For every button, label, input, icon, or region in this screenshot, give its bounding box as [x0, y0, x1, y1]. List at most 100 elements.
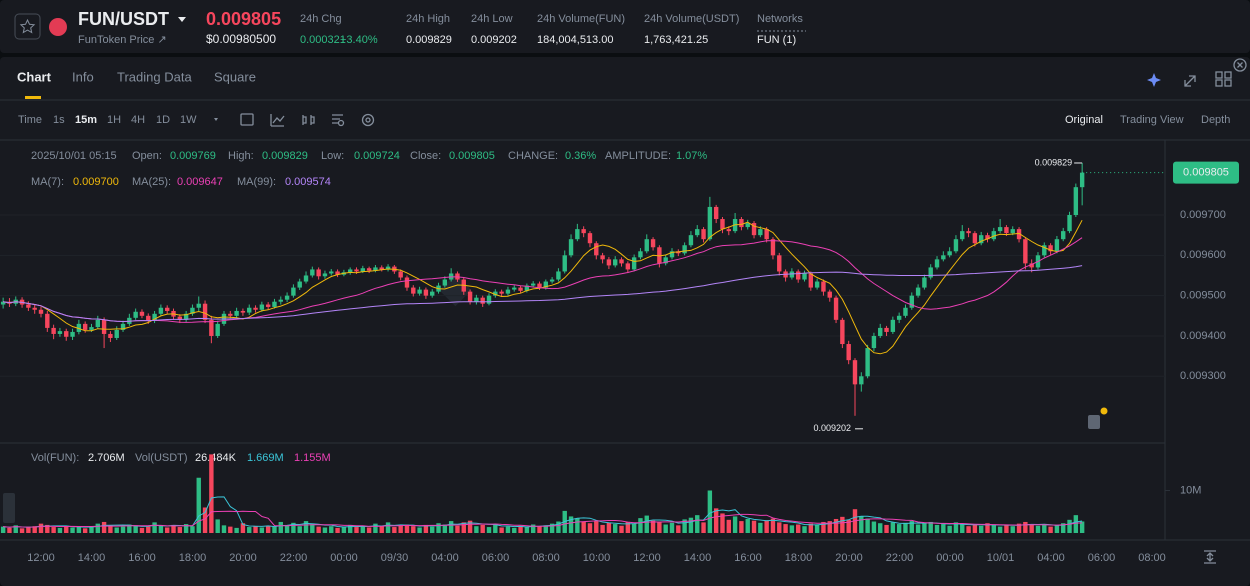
volume-bar	[335, 527, 340, 533]
volume-bar	[802, 526, 807, 533]
volume-bar	[625, 521, 631, 533]
x-tick-label: 20:00	[835, 552, 863, 564]
view-option[interactable]: Depth	[1201, 114, 1230, 126]
chart-panel	[0, 57, 1250, 586]
volume-bar	[310, 524, 315, 533]
high-annotation: 0.009829	[1035, 157, 1073, 167]
candle-body	[291, 287, 296, 296]
interval[interactable]: 4H	[131, 114, 145, 126]
candle-body	[606, 259, 612, 266]
volume-bar	[474, 526, 479, 533]
candle-body	[253, 307, 258, 310]
x-tick-label: 14:00	[684, 552, 712, 564]
candle-body	[991, 231, 997, 240]
stat-label: 24h Low	[471, 13, 513, 25]
info-value: 0.36%	[565, 150, 596, 162]
interval[interactable]: 1W	[180, 114, 197, 126]
view-option[interactable]: Trading View	[1120, 114, 1184, 126]
candle-body	[82, 323, 88, 330]
candle-body	[953, 239, 959, 252]
last-price-tag	[1173, 161, 1239, 184]
symbol[interactable]: FUN/USDT	[78, 9, 169, 29]
volume-bar	[663, 524, 668, 533]
candle-body	[808, 273, 814, 288]
candle-body	[499, 291, 504, 294]
volume-value: 26.484K	[195, 452, 237, 464]
toolbar-icons[interactable]	[240, 58, 1247, 564]
candle-body	[941, 255, 946, 260]
candle-body	[278, 299, 283, 302]
interval-dropdown[interactable]	[214, 118, 218, 121]
candle-body	[215, 323, 220, 336]
x-tick-label: 16:00	[734, 552, 762, 564]
stat-value: 0.009202	[471, 34, 517, 46]
event-icon[interactable]	[1088, 415, 1100, 429]
volume-bar	[347, 524, 353, 533]
volume-bar	[448, 521, 454, 533]
candle-body	[32, 307, 37, 310]
volume-bar	[846, 519, 851, 533]
interval[interactable]: 1H	[107, 114, 121, 126]
ai-icon[interactable]	[1147, 73, 1161, 87]
volume-bar	[985, 523, 990, 533]
volume-bar	[859, 516, 864, 533]
tab[interactable]: Square	[214, 69, 256, 84]
candle-body	[852, 360, 858, 385]
volume-bar	[1010, 526, 1015, 533]
candle-body	[758, 229, 763, 236]
tab[interactable]: Info	[72, 69, 94, 84]
candle-body	[537, 283, 542, 288]
volume-bar	[57, 527, 63, 533]
stat-label: 24h Chg	[300, 13, 342, 25]
candle-body	[38, 309, 44, 314]
volume-bar	[814, 524, 820, 533]
volume-value: 1.669M	[247, 452, 284, 464]
candle-body	[480, 297, 485, 304]
side-toggle[interactable]	[3, 493, 15, 523]
tab[interactable]: Chart	[17, 69, 52, 84]
candle-body	[745, 223, 750, 228]
volume-bar	[499, 527, 504, 533]
interval[interactable]: 15m	[75, 114, 97, 126]
volume-bar	[228, 526, 233, 533]
volume-bar	[915, 524, 921, 533]
candle-body	[644, 239, 649, 252]
volume-bar	[638, 518, 643, 533]
volume-bar	[19, 528, 25, 533]
y-tick-label: 0.009700	[1180, 209, 1226, 221]
candle-body	[966, 231, 971, 234]
volume-bar	[467, 520, 473, 533]
volume-bar	[240, 523, 246, 533]
candle-body	[190, 307, 195, 314]
interval[interactable]: 1s	[53, 114, 65, 126]
volume-bar	[594, 521, 599, 533]
volume-bar	[1048, 526, 1053, 533]
volume-bar	[896, 524, 902, 533]
interval[interactable]: 1D	[156, 114, 170, 126]
ma-label: MA(99):	[237, 176, 276, 188]
dropdown-arrow[interactable]	[178, 17, 186, 22]
interval[interactable]: Time	[18, 114, 42, 126]
volume-bar	[833, 518, 839, 533]
x-tick-label: 22:00	[886, 552, 914, 564]
volume-bar	[688, 517, 694, 533]
candle-body	[909, 295, 914, 308]
volume-bar	[392, 527, 397, 533]
candle-body	[669, 251, 675, 258]
volume-bar	[1042, 524, 1047, 533]
view-option[interactable]: Original	[1065, 114, 1103, 126]
volume-bar	[941, 524, 946, 533]
volume-bar	[726, 519, 731, 533]
candle-body	[474, 297, 479, 302]
candle-body	[1061, 231, 1066, 240]
volume-bar	[89, 527, 94, 533]
x-tick-label: 04:00	[1037, 552, 1065, 564]
event-dot	[1100, 407, 1108, 415]
candle-body	[524, 285, 530, 291]
candle-body	[802, 273, 807, 280]
tab[interactable]: Trading Data	[117, 69, 192, 84]
candle-body	[152, 313, 157, 321]
candle-body	[625, 263, 631, 270]
favorite-button[interactable]	[14, 13, 41, 40]
volume-bar	[619, 525, 624, 533]
